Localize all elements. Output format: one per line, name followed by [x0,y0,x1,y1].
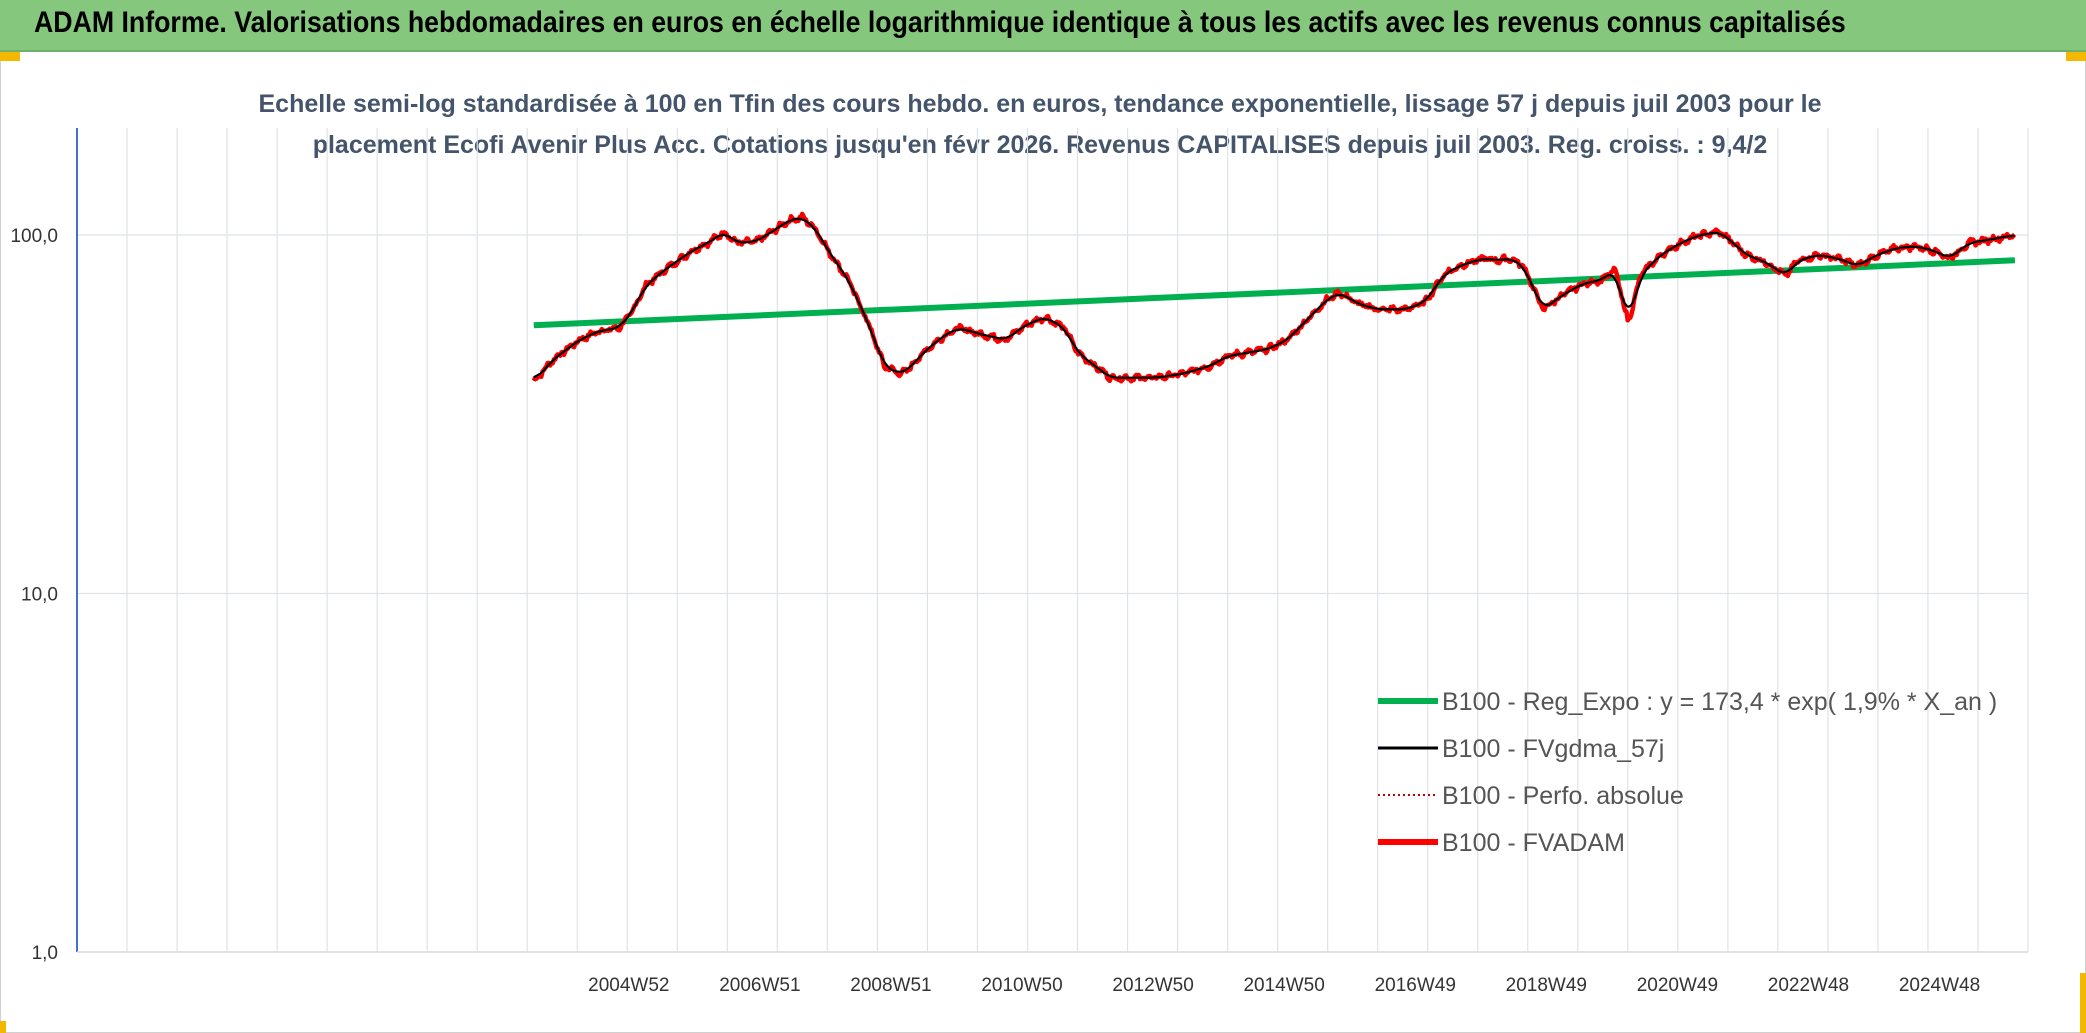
legend-item-fvadam: B100 - FVADAM [1378,829,1625,857]
series-fvgdma-line [533,217,2015,379]
x-tick-label: 2018W49 [1506,975,1587,996]
x-tick-label: 2008W51 [850,975,931,996]
corner-marker-top-left [0,52,20,61]
legend-label-perfo: B100 - Perfo. absolue [1442,782,1684,810]
x-tick-label: 2022W48 [1768,975,1849,996]
horizontal-gridlines [77,234,2028,595]
y-tick-label: 10,0 [21,585,58,606]
chart-subtitle-line-1: Echelle semi-log standardisée à 100 en T… [258,90,1821,118]
series-layer [531,211,2017,384]
series-fvadam-line [531,211,2017,384]
legend-label-fvadam: B100 - FVADAM [1442,829,1625,857]
corner-marker-bottom-left [0,1021,6,1033]
legend: B100 - Reg_Expo : y = 173,4 * exp( 1,9% … [1378,688,1997,857]
x-tick-labels: 2004W52 2006W51 2008W51 2010W50 2012W50 2014W… [588,975,1980,996]
series-perfo-line [533,212,2015,383]
legend-item-reg-expo: B100 - Reg_Expo : y = 173,4 * exp( 1,9% … [1378,688,1997,716]
header-bar: ADAM Informe. Valorisations hebdomadaire… [0,0,2086,52]
page-title: ADAM Informe. Valorisations hebdomadaire… [34,6,1846,39]
vertical-gridlines [126,128,2029,952]
corner-marker-top-right [2066,52,2086,61]
chart-subtitle-line-2: placement Ecofi Avenir Plus Acc. Cotatio… [313,131,1768,159]
corner-marker-bottom-right [2080,973,2086,1033]
legend-label-fvgdma: B100 - FVgdma_57j [1442,735,1664,763]
x-tick-label: 2004W52 [588,975,669,996]
x-tick-label: 2020W49 [1637,975,1718,996]
legend-item-fvgdma: B100 - FVgdma_57j [1378,735,1664,763]
y-tick-label: 1,0 [32,943,58,964]
series-reg-expo-line [533,257,2016,329]
y-tick-labels: 100,0 10,0 1,0 [10,226,58,964]
y-tick-label: 100,0 [10,226,58,247]
x-tick-label: 2014W50 [1243,975,1324,996]
x-tick-label: 2012W50 [1112,975,1193,996]
legend-item-perfo: B100 - Perfo. absolue [1378,782,1684,810]
x-tick-label: 2024W48 [1899,975,1980,996]
x-tick-label: 2016W49 [1375,975,1456,996]
x-tick-label: 2010W50 [981,975,1062,996]
x-tick-label: 2006W51 [719,975,800,996]
legend-label-reg-expo: B100 - Reg_Expo : y = 173,4 * exp( 1,9% … [1442,688,1997,716]
